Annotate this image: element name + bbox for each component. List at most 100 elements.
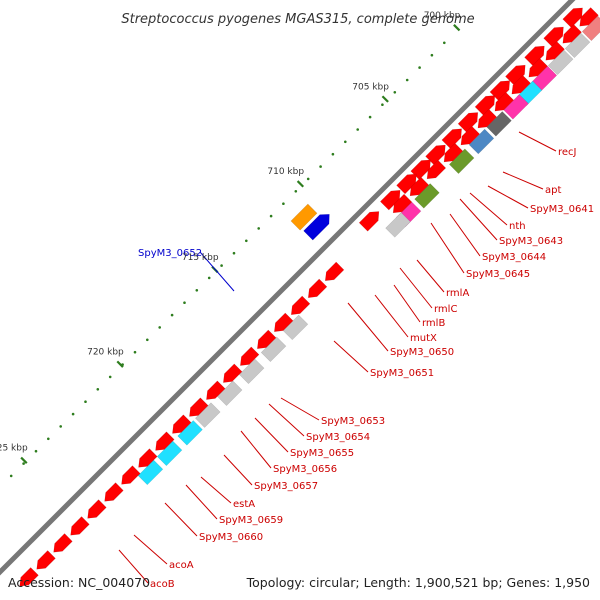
tick-label: 715 kbp xyxy=(182,253,219,263)
feature-reverse xyxy=(189,397,209,417)
label-leader xyxy=(347,302,389,352)
scale-dot xyxy=(232,251,236,255)
feature-forward xyxy=(441,128,462,149)
gene-label-spym3_0654: SpyM3_0654 xyxy=(306,432,370,443)
scale-dot xyxy=(9,474,13,478)
feature-reverse xyxy=(545,41,565,61)
scale-dot xyxy=(306,177,310,181)
gene-label-spym3_0659: SpyM3_0659 xyxy=(219,515,283,526)
scale-tick xyxy=(381,95,389,103)
summary-text: Topology: circular; Length: 1,900,521 bp… xyxy=(246,575,590,590)
gene-label-spym3_0650: SpyM3_0650 xyxy=(390,347,454,358)
scale-dot xyxy=(257,227,261,230)
feature-reverse xyxy=(121,465,141,485)
feature-forward xyxy=(543,26,564,48)
genome-backbone xyxy=(0,0,576,576)
gene-label-acob: acoB xyxy=(150,579,175,590)
label-leader xyxy=(459,198,498,241)
gene-label-spym3_0643: SpyM3_0643 xyxy=(499,236,563,247)
gene-label-rmlc: rmlC xyxy=(434,304,457,315)
tick-label: 705 kbp xyxy=(352,82,389,92)
feature-reverse xyxy=(494,92,514,112)
feature-forward xyxy=(489,80,511,101)
feature-reverse xyxy=(443,142,464,163)
gene-label-spym3_0655: SpyM3_0655 xyxy=(290,448,354,459)
label-leader xyxy=(393,284,421,323)
scale-dot xyxy=(269,214,273,218)
gene-label-spym3_0652: SpyM3_0652 xyxy=(138,248,202,259)
label-leader xyxy=(280,397,320,421)
scale-dot xyxy=(418,66,421,69)
scale-tick xyxy=(453,24,461,32)
label-leader xyxy=(399,267,433,309)
scale-dot xyxy=(356,128,360,131)
tick-label: 710 kbp xyxy=(267,167,304,177)
scale-ticks xyxy=(20,24,461,464)
scale-dot xyxy=(393,91,397,94)
scale-dot xyxy=(344,140,347,144)
scale-dots xyxy=(9,41,446,478)
gene-label-spym3_0653: SpyM3_0653 xyxy=(321,416,385,427)
feature-inner xyxy=(177,420,203,446)
scale-dot xyxy=(34,449,38,453)
scale-dot xyxy=(146,338,149,342)
feature-reverse xyxy=(290,295,311,315)
scale-dot xyxy=(220,264,223,267)
gene-label-spym3_0645: SpyM3_0645 xyxy=(466,269,530,280)
label-leader xyxy=(164,502,198,537)
feature-reverse xyxy=(19,567,39,587)
feature-reverse xyxy=(172,414,192,434)
gene-label-rmla: rmlA xyxy=(446,288,469,299)
scale-dot xyxy=(331,152,335,156)
label-leader xyxy=(254,417,289,453)
scale-dot xyxy=(319,165,322,168)
gene-label-recj: recJ xyxy=(558,147,577,158)
feature-reverse xyxy=(104,482,124,502)
feature-reverse xyxy=(528,58,548,78)
label-leader xyxy=(118,549,149,584)
scale-dot xyxy=(22,462,25,465)
feature-forward xyxy=(474,95,496,116)
scale-dot xyxy=(430,53,434,57)
tick-label: 720 kbp xyxy=(87,348,124,358)
scale-dot xyxy=(133,350,137,354)
scale-dot xyxy=(368,115,372,119)
feature-inner xyxy=(216,380,243,406)
label-leader xyxy=(502,171,544,190)
feature-forward xyxy=(457,112,479,133)
gene-label-nth: nth xyxy=(509,221,526,232)
feature-reverse xyxy=(562,24,582,44)
scale-tick xyxy=(20,456,28,464)
label-leader xyxy=(185,484,218,520)
gene-label-rmlb: rmlB xyxy=(422,318,445,329)
feature-reverse xyxy=(307,278,328,298)
gene-label-spym3_0651: SpyM3_0651 xyxy=(370,368,434,379)
scale-dot xyxy=(170,313,174,317)
gene-label-spym3_0656: SpyM3_0656 xyxy=(273,464,337,475)
feature-reverse xyxy=(36,550,56,570)
gene-features xyxy=(19,7,600,587)
label-leader xyxy=(374,294,409,338)
scale-dot xyxy=(47,437,50,441)
scale-dot xyxy=(294,190,298,193)
feature-reverse xyxy=(240,346,260,366)
feature-forward xyxy=(562,7,583,28)
scale-dot xyxy=(443,41,446,45)
feature-inner xyxy=(282,314,309,341)
feature-inner xyxy=(137,459,164,486)
feature-forward xyxy=(524,45,545,67)
feature-inner xyxy=(503,94,529,120)
feature-forward xyxy=(396,173,417,195)
label-leader xyxy=(430,222,465,274)
feature-reverse xyxy=(257,329,277,349)
label-leader xyxy=(333,340,369,373)
feature-island-blue xyxy=(303,214,330,241)
feature-reverse xyxy=(477,108,497,129)
label-leader-lines xyxy=(118,131,557,584)
feature-inner xyxy=(547,49,574,76)
feature-inner xyxy=(486,111,512,137)
feature-reverse xyxy=(70,516,90,536)
feature-inner xyxy=(414,183,440,209)
feature-reverse xyxy=(206,380,226,400)
